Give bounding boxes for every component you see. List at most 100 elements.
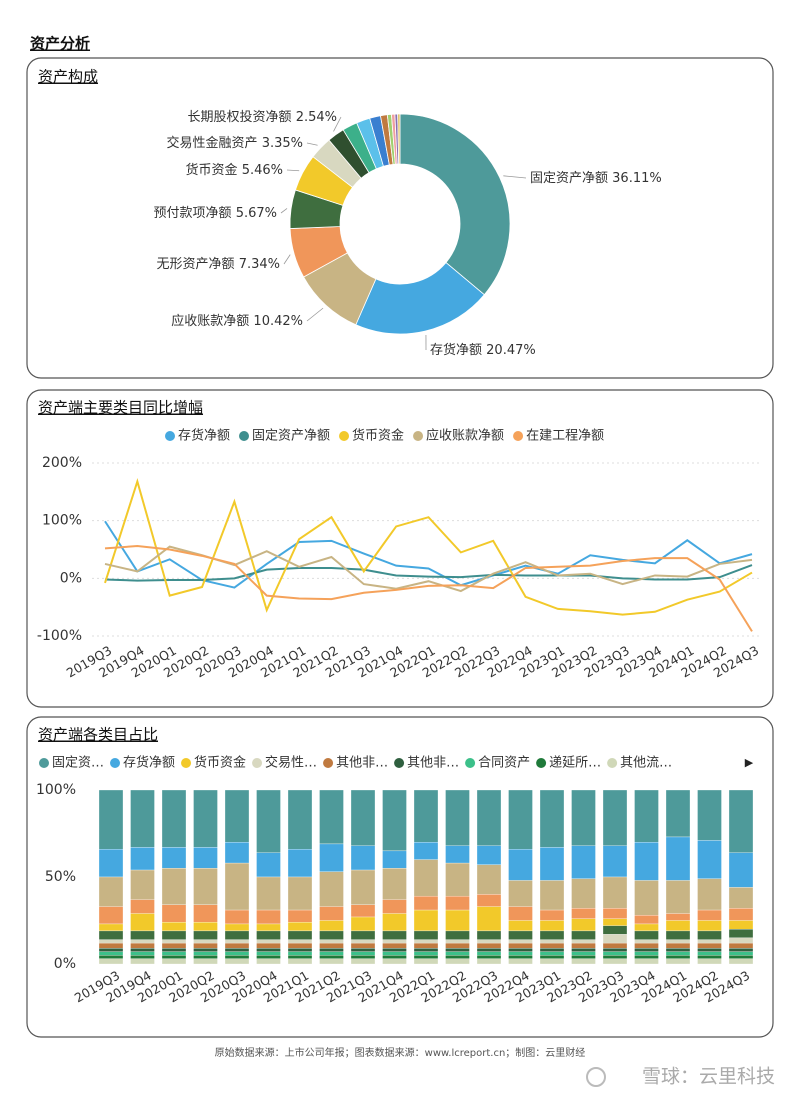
bar-segment	[665, 789, 691, 838]
slice-value: 10.42%	[253, 314, 303, 329]
bar-segment	[508, 906, 533, 921]
bar-segment	[634, 923, 659, 932]
bar-segment	[476, 939, 502, 944]
bar-segment	[571, 939, 596, 944]
bar-segment	[193, 868, 218, 905]
bar-segment	[634, 942, 659, 949]
bar-segment	[571, 951, 596, 956]
line-series	[104, 545, 753, 632]
bar-segment	[571, 948, 596, 952]
bar-segment	[319, 951, 344, 956]
bar-segment	[256, 789, 281, 853]
bar-segment	[602, 951, 628, 956]
bar-segment	[445, 895, 470, 911]
footer: 原始数据来源：上市公司年报；图表数据来源：www.lcreport.cn；制图：…	[215, 1046, 586, 1059]
bar-segment	[193, 951, 218, 956]
bar-segment	[539, 951, 565, 956]
bar-segment	[445, 958, 470, 965]
legend-marker	[513, 431, 524, 441]
legend-marker	[607, 758, 618, 768]
bar-segment	[476, 906, 502, 932]
bar-segment	[539, 847, 565, 881]
slice-value: 5.67%	[236, 206, 277, 221]
panel	[26, 389, 774, 708]
bar-segment	[634, 958, 659, 965]
bar-segment	[287, 876, 313, 911]
bar-segment	[350, 869, 376, 905]
bar-segment	[224, 923, 250, 932]
slice-label: 预付款项净额 5.67%	[154, 206, 277, 221]
bar-segment	[256, 876, 281, 911]
bar-segment	[256, 939, 281, 944]
y-tick-label: 100%	[42, 513, 82, 529]
legend-marker	[394, 758, 405, 768]
bar-segment	[287, 948, 313, 952]
bar-segment	[539, 958, 565, 965]
bar-segment	[476, 930, 502, 940]
bar-segment	[697, 878, 722, 911]
bar-segment	[508, 951, 533, 956]
bar-segment	[413, 895, 439, 911]
bar-segment	[287, 909, 313, 923]
bar-segment	[634, 880, 659, 916]
legend-marker	[165, 431, 175, 441]
bar-segment	[634, 915, 659, 925]
slice-name: 长期股权投资净额	[188, 109, 292, 125]
bar-segment	[413, 842, 439, 860]
slice-value: 7.34%	[239, 257, 280, 272]
bar-segment	[445, 789, 470, 846]
bar-segment	[130, 930, 155, 940]
bar-segment	[161, 939, 187, 944]
pie-slice	[355, 261, 485, 335]
bar-segment	[98, 948, 124, 952]
bar-segment	[224, 842, 250, 864]
bar-segment	[130, 958, 155, 965]
bar-segment	[98, 906, 124, 925]
y-tick-label: 0%	[60, 570, 82, 586]
bar-segment	[728, 955, 754, 959]
bar-segment	[571, 930, 596, 940]
bar-segment	[193, 948, 218, 952]
bar-segment	[697, 920, 722, 932]
bar-segment	[382, 930, 407, 940]
bar-segment	[728, 852, 754, 888]
bar-segment	[539, 909, 565, 921]
legend-label: 固定资产净额	[252, 429, 330, 444]
legend-label: 其他流…	[620, 756, 672, 771]
legend-arrow[interactable]: ▶	[745, 756, 754, 769]
watermark-icon	[586, 1067, 606, 1087]
bar-segment	[382, 948, 407, 952]
bar-segment	[98, 930, 124, 940]
bar-segment	[161, 955, 187, 959]
bar-segment	[476, 864, 502, 895]
bar-segment	[728, 958, 754, 965]
bar-segment	[602, 925, 628, 935]
bar-segment	[319, 920, 344, 932]
slice-value: 20.47%	[486, 343, 536, 358]
bar-segment	[382, 850, 407, 869]
bar-segment	[287, 942, 313, 949]
bar-segment	[697, 942, 722, 949]
bar-segment	[287, 789, 313, 850]
bar-segment	[476, 948, 502, 952]
bar-segment	[665, 958, 691, 965]
bar-segment	[256, 951, 281, 956]
bar-segment	[728, 942, 754, 949]
bar-segment	[193, 942, 218, 949]
legend-marker	[465, 758, 476, 768]
bar-segment	[413, 948, 439, 952]
bar-segment	[665, 955, 691, 959]
bar-segment	[697, 840, 722, 879]
bar-segment	[445, 845, 470, 864]
bar-segment	[634, 955, 659, 959]
legend-label: 合同资产	[478, 756, 530, 771]
bar-segment	[445, 955, 470, 959]
bar-segment	[256, 930, 281, 940]
bar-segment	[728, 951, 754, 956]
bar-segment	[571, 955, 596, 959]
legend-marker	[181, 758, 192, 768]
bar-segment	[602, 934, 628, 944]
bar-segment	[665, 930, 691, 940]
bar-segment	[130, 939, 155, 944]
slice-name: 固定资产净额	[530, 171, 608, 186]
